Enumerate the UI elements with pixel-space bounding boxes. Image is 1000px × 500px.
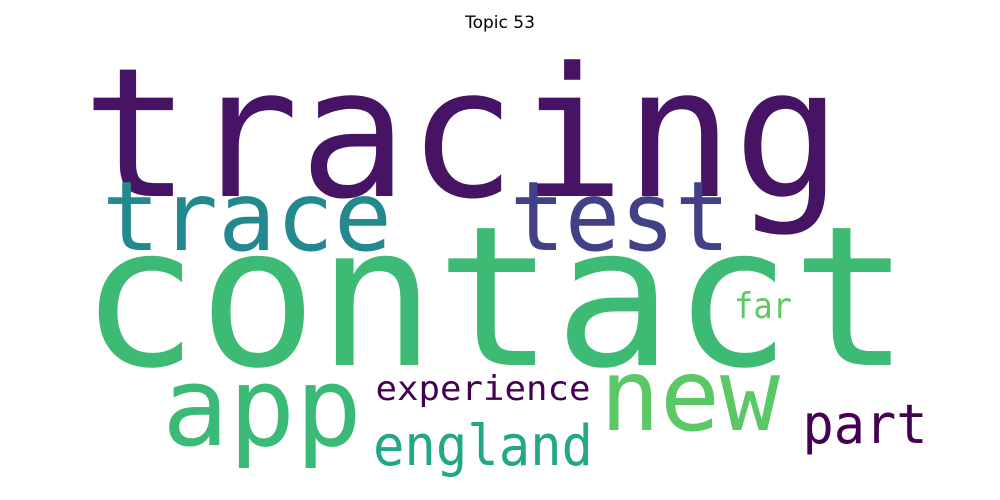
- word-app: app: [162, 343, 362, 471]
- word-contact: contact: [80, 184, 910, 411]
- word-experience: experience: [376, 369, 591, 409]
- chart-title: Topic 53: [465, 13, 535, 33]
- word-trace: trace: [102, 161, 392, 273]
- word-tracing: tracing: [82, 30, 842, 239]
- word-test: test: [510, 161, 730, 273]
- word-far: far: [734, 286, 792, 327]
- word-england: england: [373, 414, 593, 479]
- word-part: part: [803, 393, 928, 456]
- word-new: new: [600, 337, 781, 454]
